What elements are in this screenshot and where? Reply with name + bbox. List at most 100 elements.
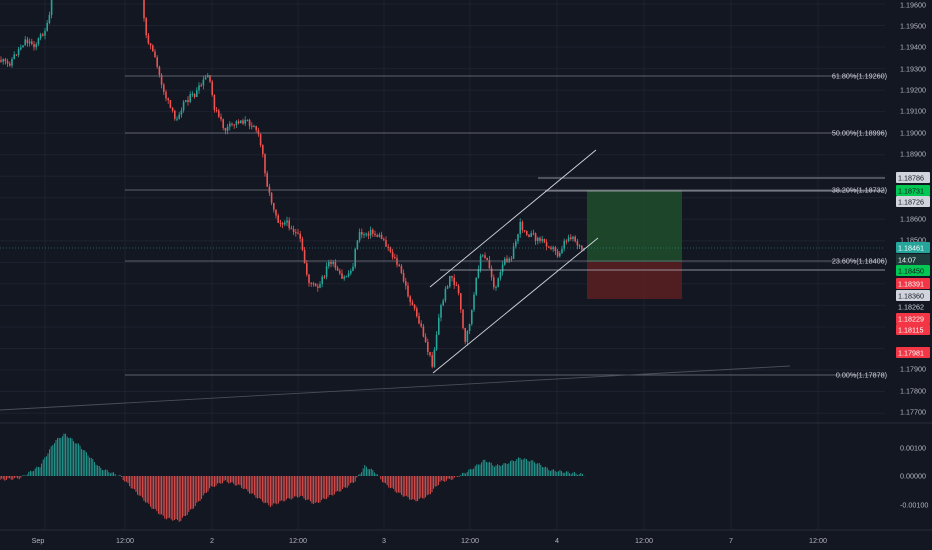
- candle-down: [416, 308, 418, 317]
- price-tag: [896, 290, 930, 301]
- target-zone[interactable]: [587, 190, 682, 262]
- candle-down: [266, 173, 268, 187]
- price-axis-tick: 1.17700: [900, 408, 926, 417]
- candle-down: [409, 296, 411, 303]
- candle-up: [189, 94, 191, 102]
- candle-down: [490, 268, 493, 278]
- candle-up: [495, 287, 497, 289]
- candle-up: [475, 277, 477, 295]
- candle-up: [319, 283, 321, 288]
- price-axis-tick: 1.19200: [900, 86, 926, 95]
- candle-up: [24, 39, 26, 46]
- candle-up: [482, 255, 484, 257]
- candle-up: [499, 272, 502, 279]
- candle-down: [251, 125, 253, 127]
- candle-down: [306, 263, 308, 275]
- candle-up: [468, 324, 471, 332]
- price-axis-tick: 1.19600: [900, 1, 926, 10]
- candle-up: [561, 248, 563, 254]
- candle-down: [312, 283, 315, 285]
- candle-up: [433, 349, 436, 367]
- candle-up: [530, 233, 532, 238]
- candle-down: [429, 351, 431, 356]
- candle-down: [213, 95, 216, 110]
- time-axis-label: 12:00: [635, 536, 653, 545]
- price-tag-label: 1.18450: [898, 267, 924, 276]
- price-tag-label: 1.17981: [898, 349, 924, 358]
- candle-down: [281, 223, 284, 225]
- candle-down: [391, 251, 394, 258]
- candle-up: [328, 261, 330, 267]
- candle-down: [464, 327, 466, 342]
- candle-up: [473, 294, 475, 310]
- candle-down: [372, 229, 374, 234]
- candle-up: [438, 317, 440, 335]
- channel-upper-line[interactable]: [429, 149, 597, 288]
- candle-down: [451, 275, 453, 278]
- price-tag-label: 14:07: [898, 256, 916, 265]
- candle-up: [512, 246, 515, 259]
- candle-down: [264, 154, 266, 174]
- candle-up: [559, 253, 561, 257]
- candle-down: [174, 110, 176, 119]
- candle-down: [145, 18, 147, 36]
- candle-down: [310, 282, 312, 284]
- candle-down: [374, 233, 376, 236]
- fib-level-label: 38.20%(1.18732): [832, 186, 887, 195]
- candle-up: [442, 300, 444, 306]
- candle-up: [444, 288, 447, 301]
- candle-down: [556, 251, 559, 257]
- candle-down: [420, 323, 422, 327]
- candle-up: [46, 22, 48, 31]
- price-tag: [896, 196, 930, 207]
- channel-lower-line[interactable]: [432, 237, 599, 374]
- candle-down: [484, 255, 486, 259]
- candle-down: [171, 107, 174, 111]
- time-axis-label: 12:00: [461, 536, 479, 545]
- candle-down: [167, 98, 169, 100]
- candle-down: [385, 240, 387, 247]
- candle-down: [523, 230, 526, 232]
- price-axis-tick: 1.19000: [900, 129, 926, 138]
- candle-down: [411, 302, 414, 305]
- candle-up: [343, 276, 345, 279]
- candle-down: [570, 237, 572, 239]
- candle-down: [336, 267, 339, 271]
- candle-up: [508, 258, 510, 262]
- candle-up: [479, 255, 482, 270]
- candle-down: [273, 202, 275, 210]
- candle-up: [11, 58, 13, 66]
- candle-up: [178, 114, 180, 119]
- candle-down: [380, 234, 383, 240]
- candle-up: [48, 14, 51, 23]
- time-axis-label: 3: [382, 536, 386, 545]
- candle-down: [242, 120, 244, 124]
- candle-up: [471, 309, 473, 325]
- candle-down: [237, 121, 240, 124]
- price-tag-label: 1.18786: [898, 174, 924, 183]
- price-tag-label: 1.18115: [898, 326, 923, 335]
- candle-up: [369, 229, 372, 236]
- candle-down: [314, 283, 317, 287]
- candle-down: [26, 39, 29, 44]
- candle-down: [389, 247, 392, 252]
- candle-down: [299, 233, 301, 239]
- candle-down: [462, 309, 464, 328]
- long-trend-line[interactable]: [0, 365, 791, 411]
- candle-down: [424, 336, 427, 343]
- candle-up: [253, 126, 255, 128]
- stop-zone[interactable]: [587, 262, 682, 299]
- candle-up: [378, 234, 381, 237]
- candle-down: [539, 237, 541, 241]
- price-tag: [896, 254, 930, 265]
- candle-down: [455, 285, 458, 287]
- candle-up: [321, 276, 323, 284]
- candle-down: [510, 258, 513, 260]
- candle-down: [407, 285, 409, 297]
- candle-down: [257, 130, 260, 135]
- candle-up: [354, 249, 356, 267]
- price-tag: [896, 324, 930, 335]
- candle-down: [317, 286, 319, 288]
